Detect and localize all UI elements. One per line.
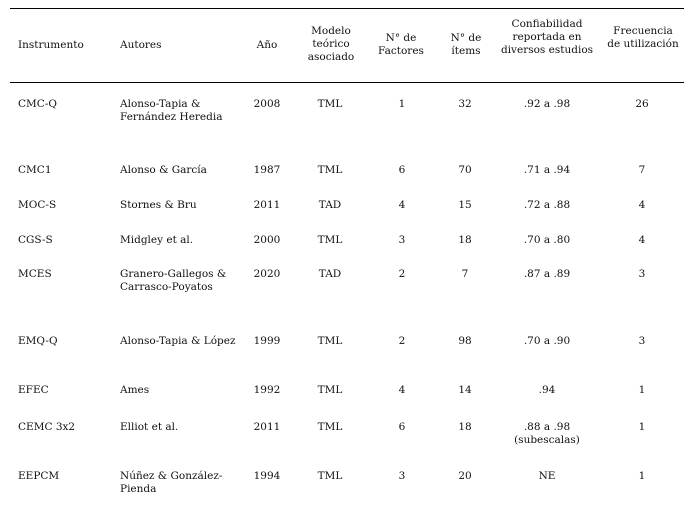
cell-autores: Ames [120, 384, 150, 396]
header-autores: Autores [120, 39, 162, 51]
cell-items: 14 [458, 384, 472, 396]
cell-items: 98 [458, 335, 472, 347]
cell-autores: Núñez & González-Pienda [120, 470, 223, 495]
cell-modelo: TML [317, 234, 343, 246]
header-bottom-rule [10, 82, 684, 83]
header-confiabilidad: Confiabilidad reportada en diversos estu… [500, 18, 594, 56]
cell-anio: 2020 [253, 268, 281, 280]
header-modelo: Modelo teórico asociado [307, 25, 355, 63]
cell-factores: 1 [398, 98, 406, 110]
table-container: Instrumento Autores Año Modelo teórico a… [10, 0, 694, 517]
cell-items: 70 [458, 164, 472, 176]
cell-confiabilidad: .92 a .98 [523, 98, 571, 110]
cell-autores: Midgley et al. [120, 234, 194, 246]
cell-factores: 2 [398, 268, 406, 280]
cell-instrumento: CMC-Q [18, 98, 57, 110]
cell-instrumento: EEPCM [18, 470, 60, 482]
cell-frecuencia: 4 [638, 234, 646, 246]
cell-modelo: TAD [318, 268, 342, 280]
cell-items: 32 [458, 98, 472, 110]
header-items: N° de ítems [450, 32, 482, 57]
cell-items: 18 [458, 234, 472, 246]
cell-items: 18 [458, 421, 472, 433]
header-instrumento: Instrumento [18, 39, 84, 51]
cell-modelo: TML [317, 470, 343, 482]
cell-confiabilidad: .72 a .88 [523, 199, 571, 211]
cell-confiabilidad: .94 [538, 384, 556, 396]
cell-factores: 6 [398, 164, 406, 176]
header-factores: N° de Factores [378, 32, 424, 57]
cell-modelo: TML [317, 335, 343, 347]
cell-anio: 1999 [253, 335, 281, 347]
cell-frecuencia: 1 [638, 384, 646, 396]
cell-anio: 1994 [253, 470, 281, 482]
cell-frecuencia: 7 [638, 164, 646, 176]
cell-instrumento: CEMC 3x2 [18, 421, 76, 433]
cell-autores: Stornes & Bru [120, 199, 197, 211]
cell-modelo: TML [317, 164, 343, 176]
cell-confiabilidad: .71 a .94 [523, 164, 571, 176]
cell-frecuencia: 1 [638, 421, 646, 433]
cell-frecuencia: 1 [638, 470, 646, 482]
cell-factores: 3 [398, 470, 406, 482]
cell-anio: 2008 [253, 98, 281, 110]
cell-modelo: TML [317, 384, 343, 396]
cell-autores: Elliot et al. [120, 421, 179, 433]
header-frecuencia: Frecuencia de utilización [607, 25, 679, 50]
cell-modelo: TML [317, 98, 343, 110]
cell-instrumento: CGS-S [18, 234, 53, 246]
cell-confiabilidad: .88 a .98 (subescalas) [514, 421, 580, 446]
cell-autores: Granero-Gallegos & Carrasco-Poyatos [120, 268, 227, 293]
cell-instrumento: MOC-S [18, 199, 57, 211]
cell-anio: 2011 [253, 199, 281, 211]
cell-modelo: TAD [318, 199, 342, 211]
cell-autores: Alonso-Tapia & Fernández Heredia [120, 98, 223, 123]
cell-frecuencia: 4 [638, 199, 646, 211]
cell-instrumento: EMQ-Q [18, 335, 58, 347]
cell-factores: 2 [398, 335, 406, 347]
cell-anio: 1992 [253, 384, 281, 396]
cell-anio: 2000 [253, 234, 281, 246]
cell-confiabilidad: .70 a .90 [523, 335, 571, 347]
cell-factores: 4 [398, 199, 406, 211]
cell-confiabilidad: .70 a .80 [523, 234, 571, 246]
cell-factores: 4 [398, 384, 406, 396]
cell-frecuencia: 26 [635, 98, 649, 110]
cell-modelo: TML [317, 421, 343, 433]
cell-factores: 6 [398, 421, 406, 433]
cell-items: 20 [458, 470, 472, 482]
header-anio: Año [256, 39, 278, 51]
cell-confiabilidad: .87 a .89 [523, 268, 571, 280]
table-top-rule [10, 8, 684, 9]
cell-frecuencia: 3 [638, 268, 646, 280]
cell-instrumento: CMC1 [18, 164, 52, 176]
cell-instrumento: EFEC [18, 384, 49, 396]
cell-items: 15 [458, 199, 472, 211]
cell-autores: Alonso-Tapia & López [120, 335, 236, 347]
cell-items: 7 [461, 268, 469, 280]
cell-confiabilidad: NE [538, 470, 556, 482]
cell-factores: 3 [398, 234, 406, 246]
cell-instrumento: MCES [18, 268, 52, 280]
cell-frecuencia: 3 [638, 335, 646, 347]
cell-autores: Alonso & García [120, 164, 207, 176]
cell-anio: 2011 [253, 421, 281, 433]
cell-anio: 1987 [253, 164, 281, 176]
